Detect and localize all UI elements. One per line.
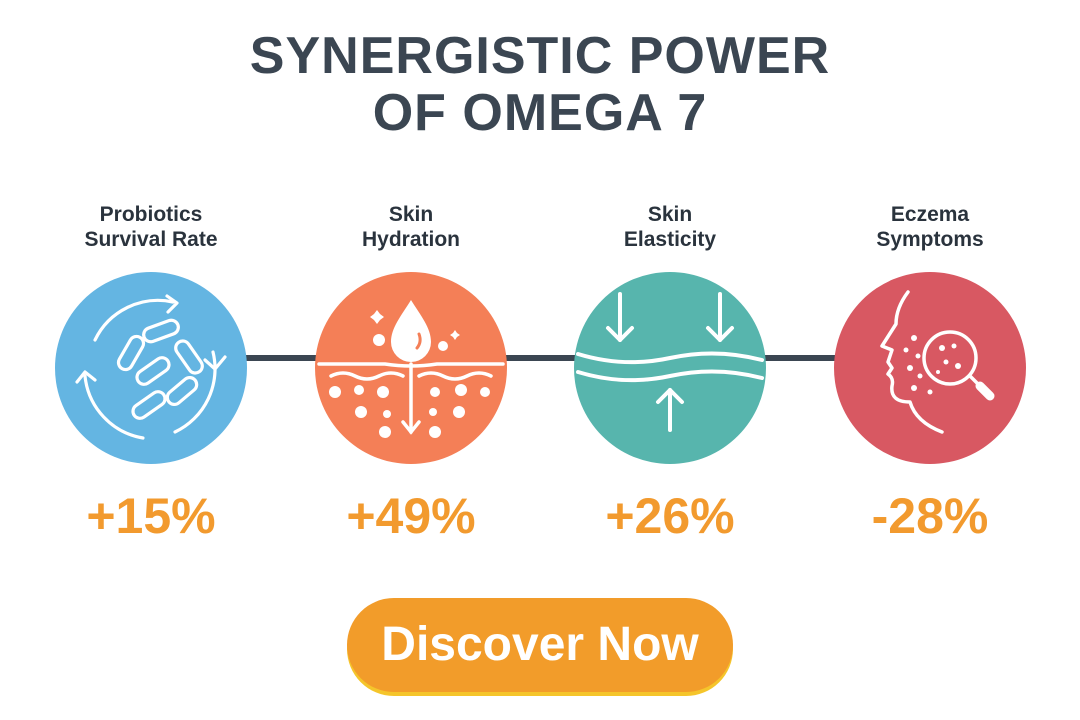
stat-label: Skin Elasticity [623,203,717,251]
elastic-skin-arrows-icon [576,292,764,432]
stat-value: -28% [871,488,989,544]
face-magnifier-icon [880,290,995,434]
skin-elasticity-circle [574,272,766,464]
stat-value: +15% [86,488,216,544]
page-title: SYNERGISTIC POWER OF OMEGA 7 [0,28,1080,142]
connector-line [150,355,930,361]
probiotics-cycle-icon [75,294,227,440]
skin-hydration-circle [315,272,507,464]
stat-value: +49% [346,488,476,544]
stat-skin-hydration: Skin Hydration [296,0,526,720]
stat-label: Skin Hydration [361,203,460,251]
eczema-symptoms-circle [834,272,1026,464]
stat-eczema-symptoms: Eczema Symptoms [815,0,1045,720]
stat-value: +26% [605,488,735,544]
stat-label: Eczema Symptoms [876,203,984,251]
probiotics-circle [55,272,247,464]
stat-label: Probiotics Survival Rate [84,203,218,251]
title-line-2: OF OMEGA 7 [372,84,708,142]
water-drop-skin-icon [317,300,505,438]
discover-now-button[interactable]: Discover Now [347,598,733,692]
stat-skin-elasticity: Skin Elasticity +26% [555,0,785,720]
stat-probiotics: Probiotics Survival Rate +15% [36,0,266,720]
title-line-1: SYNERGISTIC POWER [249,27,831,85]
